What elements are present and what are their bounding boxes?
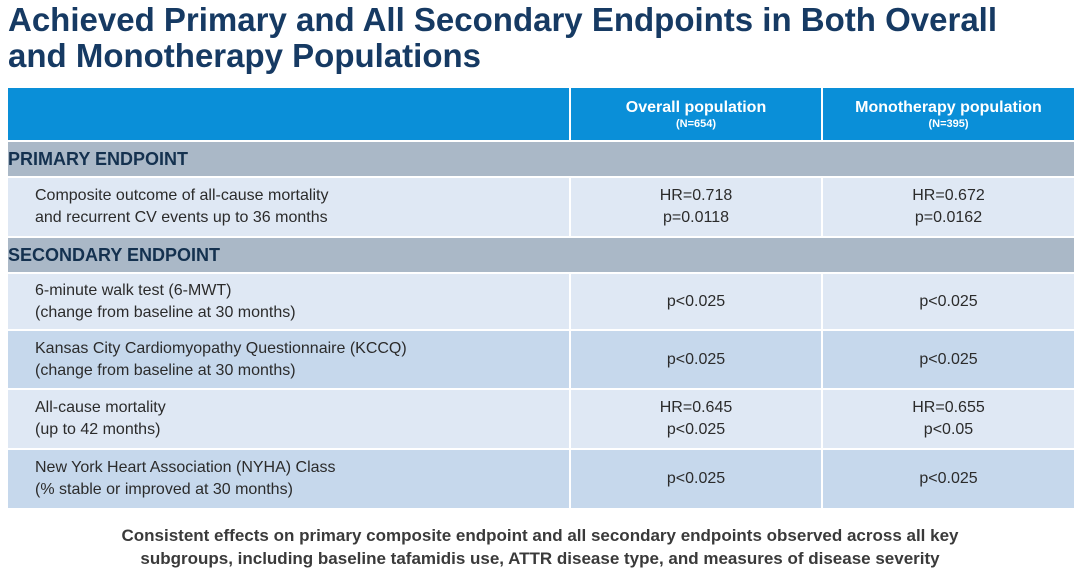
result-line: p<0.025 [666, 292, 726, 310]
endpoint-label-line: (change from baseline at 30 months) [35, 361, 296, 379]
endpoint-label: Kansas City Cardiomyopathy Questionnaire… [6, 329, 571, 390]
result-line: p<0.05 [923, 421, 974, 438]
result-line: HR=0.672 [912, 187, 985, 204]
endpoints-table: Overall population (N=654) Monotherapy p… [6, 86, 1076, 510]
result-line: p<0.025 [919, 292, 978, 310]
endpoint-label-line: New York Heart Association (NYHA) Class [35, 459, 336, 476]
footnote-line-1: Consistent effects on primary composite … [121, 526, 959, 545]
footnote: Consistent effects on primary composite … [0, 524, 1080, 570]
table-row: Kansas City Cardiomyopathy Questionnaire… [6, 329, 1076, 390]
header-overall-population: Overall population (N=654) [569, 86, 823, 142]
table-row: New York Heart Association (NYHA) Class … [6, 448, 1076, 510]
table-row: 6-minute walk test (6-MWT) (change from … [6, 272, 1076, 331]
endpoint-label-line: (% stable or improved at 30 months) [35, 481, 293, 498]
endpoint-label: New York Heart Association (NYHA) Class … [6, 448, 571, 510]
overall-result: HR=0.645 p<0.025 [569, 388, 823, 450]
overall-result: HR=0.718 p=0.0118 [569, 176, 823, 238]
result-line: p<0.025 [666, 421, 726, 438]
overall-result: p<0.025 [569, 272, 823, 331]
result-line: p<0.025 [666, 470, 726, 487]
endpoint-label-line: 6-minute walk test (6-MWT) [35, 281, 232, 299]
result-line: HR=0.645 [659, 399, 733, 416]
slide-title-line-1: Achieved Primary and All Secondary Endpo… [8, 1, 998, 38]
header-mono-n: (N=395) [928, 117, 969, 130]
endpoint-label: 6-minute walk test (6-MWT) (change from … [6, 272, 571, 331]
result-line: p<0.025 [666, 350, 726, 368]
endpoint-label: All-cause mortality (up to 42 months) [6, 388, 571, 450]
endpoint-label-line: and recurrent CV events up to 36 months [35, 209, 328, 226]
endpoint-label-line: (up to 42 months) [35, 421, 161, 438]
endpoint-label: Composite outcome of all-cause mortality… [6, 176, 571, 238]
table-row: All-cause mortality (up to 42 months) HR… [6, 388, 1076, 450]
mono-result: p<0.025 [821, 329, 1076, 390]
slide-title: Achieved Primary and All Secondary Endpo… [8, 2, 1073, 74]
mono-result: HR=0.655 p<0.05 [821, 388, 1076, 450]
table-header-row: Overall population (N=654) Monotherapy p… [6, 86, 1076, 142]
endpoint-label-line: Kansas City Cardiomyopathy Questionnaire… [35, 339, 407, 357]
table-row: Composite outcome of all-cause mortality… [6, 176, 1076, 238]
section-title-secondary: SECONDARY ENDPOINT [6, 236, 1076, 274]
result-line: HR=0.655 [912, 399, 985, 416]
result-line: p<0.025 [919, 470, 978, 487]
result-line: p=0.0162 [914, 209, 983, 226]
header-monotherapy-population: Monotherapy population (N=395) [821, 86, 1076, 142]
section-row-primary: PRIMARY ENDPOINT [6, 140, 1076, 178]
result-line: p<0.025 [919, 350, 978, 368]
header-overall-label: Overall population [625, 98, 767, 116]
mono-result: HR=0.672 p=0.0162 [821, 176, 1076, 238]
result-line: p=0.0118 [663, 209, 729, 226]
section-row-secondary: SECONDARY ENDPOINT [6, 236, 1076, 274]
endpoint-label-line: (change from baseline at 30 months) [35, 303, 296, 321]
endpoint-label-line: Composite outcome of all-cause mortality [35, 187, 329, 204]
header-overall-n: (N=654) [675, 117, 717, 130]
slide-title-line-2: and Monotherapy Populations [8, 37, 482, 74]
overall-result: p<0.025 [569, 448, 823, 510]
header-empty-cell [6, 86, 571, 142]
section-title-primary: PRIMARY ENDPOINT [6, 140, 1076, 178]
endpoint-label-line: All-cause mortality [35, 399, 166, 416]
overall-result: p<0.025 [569, 329, 823, 390]
mono-result: p<0.025 [821, 448, 1076, 510]
mono-result: p<0.025 [821, 272, 1076, 331]
header-mono-label: Monotherapy population [855, 98, 1042, 116]
result-line: HR=0.718 [659, 187, 733, 204]
footnote-line-2: subgroups, including baseline tafamidis … [140, 549, 940, 568]
